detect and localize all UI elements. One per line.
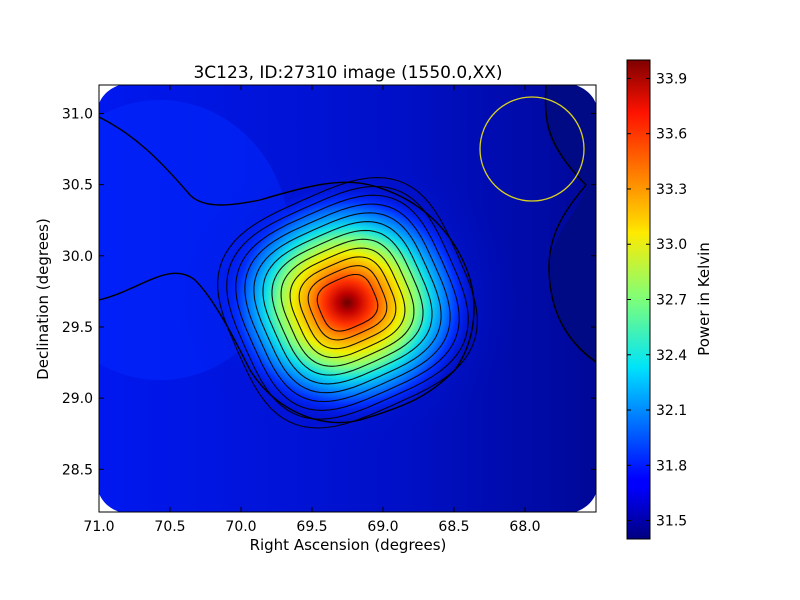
chart-title: 3C123, ID:27310 image (1550.0,XX) xyxy=(193,63,502,83)
x-tick-label: 69.5 xyxy=(296,519,327,535)
y-tick-label: 28.5 xyxy=(62,462,93,478)
contour-line xyxy=(307,265,388,341)
y-tick-label: 29.0 xyxy=(62,391,93,407)
x-tick-label: 68.0 xyxy=(509,519,540,535)
contour-line xyxy=(262,221,433,385)
outer-contour-right xyxy=(544,85,596,363)
outer-contour-left xyxy=(99,116,475,424)
y-axis-ticks: 28.5 29.0 29.5 30.0 30.5 31.0 xyxy=(62,106,596,478)
x-tick-label: 69.0 xyxy=(367,519,398,535)
contour-line xyxy=(316,273,379,332)
x-tick-label: 70.0 xyxy=(225,519,256,535)
colorbar-ticks: 31.5 31.8 32.1 32.4 32.7 33.0 33.3 33.6 33.9 xyxy=(627,71,687,530)
emission-blob xyxy=(219,184,476,421)
plot-frame xyxy=(98,84,597,513)
y-tick-label: 31.0 xyxy=(62,106,93,122)
x-tick-label: 68.5 xyxy=(438,519,469,535)
beam-circle xyxy=(479,96,585,202)
colorbar-tick-label: 31.5 xyxy=(656,514,687,530)
colorbar-tick-label: 33.3 xyxy=(656,182,687,198)
x-tick-label: 71.0 xyxy=(83,519,114,535)
y-tick-label: 29.5 xyxy=(62,320,93,336)
contour-lines xyxy=(217,177,478,429)
x-axis-ticks: 71.0 70.5 70.0 69.5 69.0 68.5 68.0 xyxy=(83,85,541,535)
colorbar-label: Power in Kelvin xyxy=(695,242,713,356)
contour-line xyxy=(217,177,478,429)
contour-line xyxy=(289,247,406,359)
y-tick-label: 30.5 xyxy=(62,178,93,194)
contour-line xyxy=(253,212,442,394)
colorbar-tick-label: 33.0 xyxy=(656,237,687,253)
heatmap-image xyxy=(99,85,596,512)
colorbar-tick-label: 33.6 xyxy=(656,127,687,143)
colorbar-tick-label: 32.7 xyxy=(656,293,687,309)
contour-line xyxy=(280,238,415,367)
colorbar-tick-label: 32.4 xyxy=(656,348,687,364)
colorbar-tick-label: 31.8 xyxy=(656,458,687,474)
contour-line xyxy=(244,203,451,403)
contour-line xyxy=(271,229,424,376)
y-axis-label: Declination (degrees) xyxy=(34,218,52,380)
x-tick-label: 70.5 xyxy=(154,519,185,535)
y-tick-label: 30.0 xyxy=(62,249,93,265)
x-axis-label: Right Ascension (degrees) xyxy=(250,536,447,554)
contour-line xyxy=(298,256,397,350)
colorbar-tick-label: 32.1 xyxy=(656,403,687,419)
colorbar-tick-label: 33.9 xyxy=(656,71,687,87)
contour-line xyxy=(235,194,460,411)
emission-peak xyxy=(219,184,476,421)
